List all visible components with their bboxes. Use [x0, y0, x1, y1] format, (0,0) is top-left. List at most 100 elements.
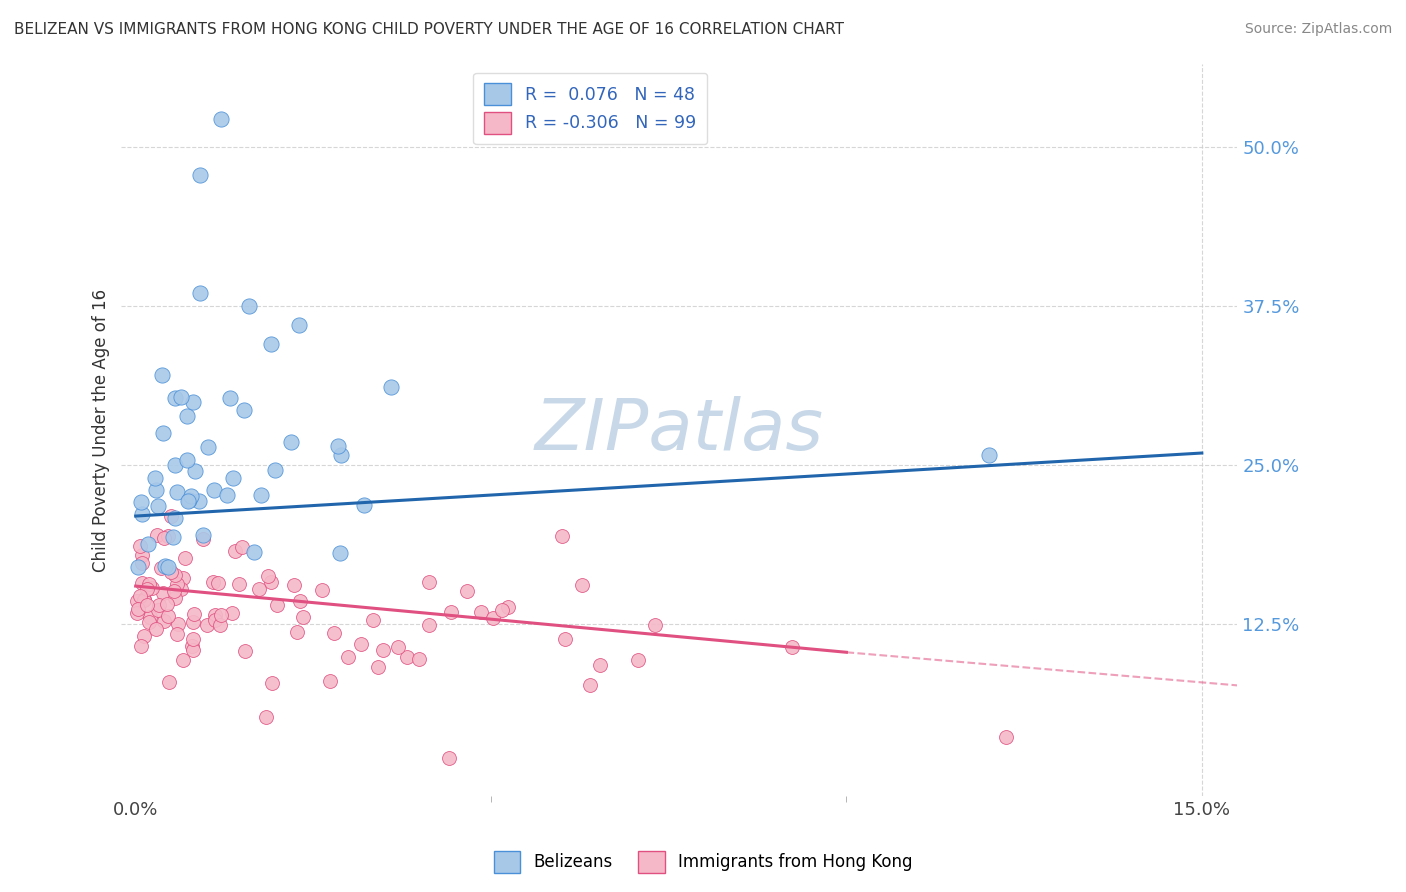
Point — [163, 591, 186, 605]
Point — [280, 435, 302, 450]
Point — [143, 471, 166, 485]
Point — [197, 440, 219, 454]
Point — [380, 380, 402, 394]
Point — [131, 575, 153, 590]
Point — [145, 483, 167, 497]
Point — [146, 528, 169, 542]
Point — [166, 627, 188, 641]
Point — [148, 598, 170, 612]
Point — [249, 582, 271, 596]
Point — [183, 643, 205, 657]
Point — [995, 730, 1018, 744]
Point — [153, 615, 176, 629]
Point — [127, 606, 149, 620]
Point — [266, 598, 288, 612]
Point — [437, 751, 460, 765]
Point — [165, 511, 187, 525]
Point — [456, 583, 478, 598]
Point — [361, 613, 384, 627]
Point — [482, 611, 505, 625]
Point — [207, 576, 229, 591]
Point — [180, 490, 202, 504]
Point — [491, 603, 513, 617]
Legend: Belizeans, Immigrants from Hong Kong: Belizeans, Immigrants from Hong Kong — [486, 845, 920, 880]
Y-axis label: Child Poverty Under the Age of 16: Child Poverty Under the Age of 16 — [93, 288, 110, 572]
Point — [146, 499, 169, 513]
Point — [367, 659, 389, 673]
Point — [249, 488, 271, 502]
Point — [138, 615, 160, 629]
Point — [291, 610, 314, 624]
Point — [132, 592, 155, 607]
Point — [233, 403, 256, 417]
Point — [166, 617, 188, 632]
Point — [127, 560, 149, 574]
Point — [780, 640, 803, 654]
Point — [387, 640, 409, 654]
Point — [288, 318, 311, 332]
Point — [128, 589, 150, 603]
Point — [153, 531, 176, 545]
Point — [188, 168, 211, 182]
Point — [496, 599, 519, 614]
Point — [170, 582, 193, 596]
Point — [131, 556, 153, 570]
Point — [311, 582, 333, 597]
Text: Source: ZipAtlas.com: Source: ZipAtlas.com — [1244, 22, 1392, 37]
Point — [136, 582, 159, 596]
Point — [134, 592, 156, 607]
Point — [156, 597, 179, 611]
Point — [176, 409, 198, 423]
Point — [263, 463, 285, 477]
Point — [350, 637, 373, 651]
Point — [329, 546, 352, 560]
Point — [204, 613, 226, 627]
Point — [336, 649, 359, 664]
Point — [283, 578, 305, 592]
Point — [219, 392, 242, 406]
Point — [202, 483, 225, 497]
Point — [139, 610, 162, 624]
Point — [177, 494, 200, 508]
Point — [626, 653, 648, 667]
Point — [231, 541, 253, 555]
Point — [172, 653, 194, 667]
Point — [172, 571, 194, 585]
Point — [160, 566, 183, 580]
Point — [195, 618, 218, 632]
Point — [329, 449, 352, 463]
Point — [127, 602, 149, 616]
Point — [181, 394, 204, 409]
Point — [166, 484, 188, 499]
Point — [183, 607, 205, 622]
Point — [141, 581, 163, 595]
Point — [579, 677, 602, 691]
Point — [145, 622, 167, 636]
Point — [148, 603, 170, 617]
Point — [132, 629, 155, 643]
Point — [215, 488, 238, 502]
Text: BELIZEAN VS IMMIGRANTS FROM HONG KONG CHILD POVERTY UNDER THE AGE OF 16 CORRELAT: BELIZEAN VS IMMIGRANTS FROM HONG KONG CH… — [14, 22, 844, 37]
Point — [260, 575, 283, 590]
Point — [184, 464, 207, 478]
Point — [256, 569, 278, 583]
Point — [129, 639, 152, 653]
Point — [188, 286, 211, 301]
Point — [131, 508, 153, 522]
Point — [204, 607, 226, 622]
Point — [156, 529, 179, 543]
Point — [181, 632, 204, 647]
Point — [165, 391, 187, 405]
Point — [319, 674, 342, 689]
Point — [181, 615, 204, 630]
Point — [127, 594, 149, 608]
Point — [165, 568, 187, 582]
Point — [260, 337, 283, 351]
Point — [166, 577, 188, 591]
Point — [353, 499, 375, 513]
Point — [179, 493, 201, 508]
Point — [238, 299, 260, 313]
Point — [408, 651, 430, 665]
Point — [440, 605, 463, 619]
Point — [157, 609, 180, 624]
